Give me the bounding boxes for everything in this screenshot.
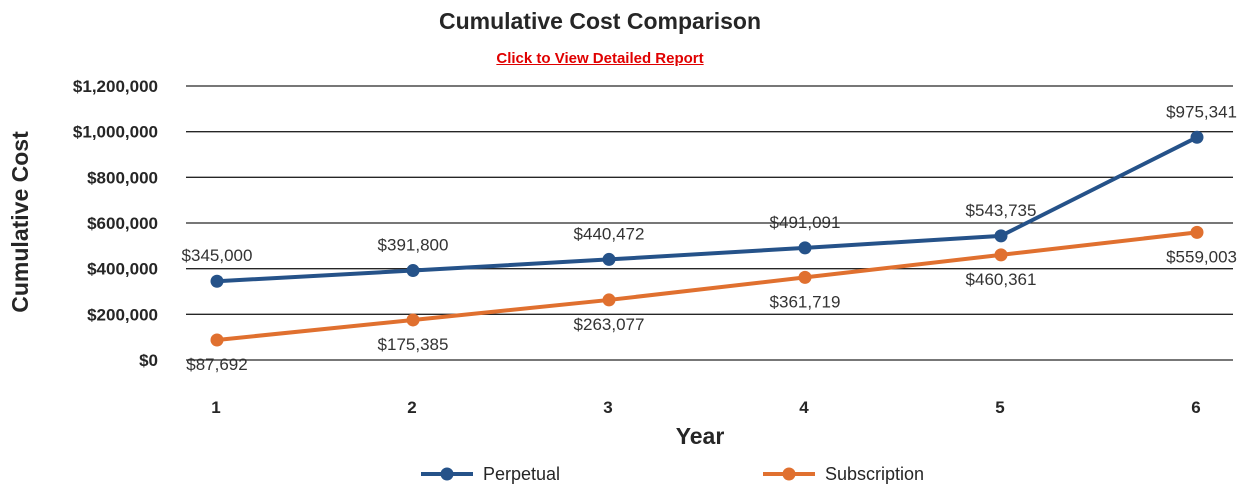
- x-tick-label: 3: [603, 398, 612, 417]
- series-subscription: [210, 225, 1204, 347]
- x-tick-label: 4: [799, 398, 809, 417]
- perpetual-data-label: $440,472: [574, 224, 645, 243]
- x-tick-label: 6: [1191, 398, 1200, 417]
- subscription-data-label: $263,077: [574, 315, 645, 334]
- subscription-point: [994, 248, 1008, 262]
- subscription-point: [798, 270, 812, 284]
- subscription-point: [210, 333, 224, 347]
- legend-marker-subscription: [782, 467, 796, 481]
- perpetual-point: [210, 274, 224, 288]
- y-axis-ticks: $0 $200,000 $400,000 $600,000 $800,000 $1,000…: [73, 77, 158, 370]
- detailed-report-link[interactable]: Click to View Detailed Report: [496, 50, 704, 67]
- series-lines: [210, 130, 1204, 347]
- y-tick-label: $1,200,000: [73, 77, 158, 96]
- subscription-data-label: $559,003: [1166, 247, 1237, 266]
- y-tick-label: $0: [139, 351, 158, 370]
- y-axis-label: Cumulative Cost: [7, 131, 33, 313]
- perpetual-data-label: $391,800: [378, 236, 449, 255]
- x-axis-ticks: 1 2 3 4 5 6: [211, 398, 1200, 417]
- legend-label-perpetual: Perpetual: [483, 464, 560, 484]
- legend: Perpetual Subscription: [421, 464, 924, 484]
- subscription-data-label: $175,385: [378, 335, 449, 354]
- subscription-line: [216, 230, 1198, 342]
- perpetual-data-label: $543,735: [966, 201, 1037, 220]
- perpetual-line: [216, 135, 1198, 284]
- perpetual-point: [406, 264, 420, 278]
- perpetual-data-label: $975,341: [1166, 102, 1237, 121]
- subscription-point: [1190, 225, 1204, 239]
- subscription-data-label: $361,719: [770, 292, 841, 311]
- subscription-point: [602, 293, 616, 307]
- x-tick-label: 2: [407, 398, 416, 417]
- subscription-data-label: $87,692: [186, 355, 247, 374]
- chart-title: Cumulative Cost Comparison: [438, 8, 762, 34]
- legend-item-perpetual: Perpetual: [421, 464, 560, 484]
- y-tick-label: $800,000: [87, 168, 158, 187]
- subscription-point: [406, 313, 420, 327]
- data-labels: $345,000 $391,800 $440,472 $491,091 $543,735…: [182, 102, 1237, 374]
- y-tick-label: $200,000: [87, 305, 158, 324]
- x-axis-label: Year: [676, 423, 725, 449]
- x-tick-label: 1: [211, 398, 220, 417]
- subscription-data-label: $460,361: [966, 270, 1037, 289]
- legend-item-subscription: Subscription: [763, 464, 924, 484]
- gridlines: [186, 85, 1233, 361]
- perpetual-data-label: $491,091: [770, 213, 841, 232]
- perpetual-point: [798, 241, 812, 255]
- series-perpetual: [210, 130, 1204, 288]
- y-tick-label: $1,000,000: [73, 123, 158, 142]
- perpetual-point: [602, 252, 616, 266]
- y-tick-label: $600,000: [87, 214, 158, 233]
- x-tick-label: 5: [995, 398, 1004, 417]
- perpetual-data-label: $345,000: [182, 246, 253, 265]
- legend-marker-perpetual: [440, 467, 454, 481]
- perpetual-point: [1190, 130, 1204, 144]
- y-tick-label: $400,000: [87, 260, 158, 279]
- perpetual-point: [994, 229, 1008, 243]
- legend-label-subscription: Subscription: [825, 464, 924, 484]
